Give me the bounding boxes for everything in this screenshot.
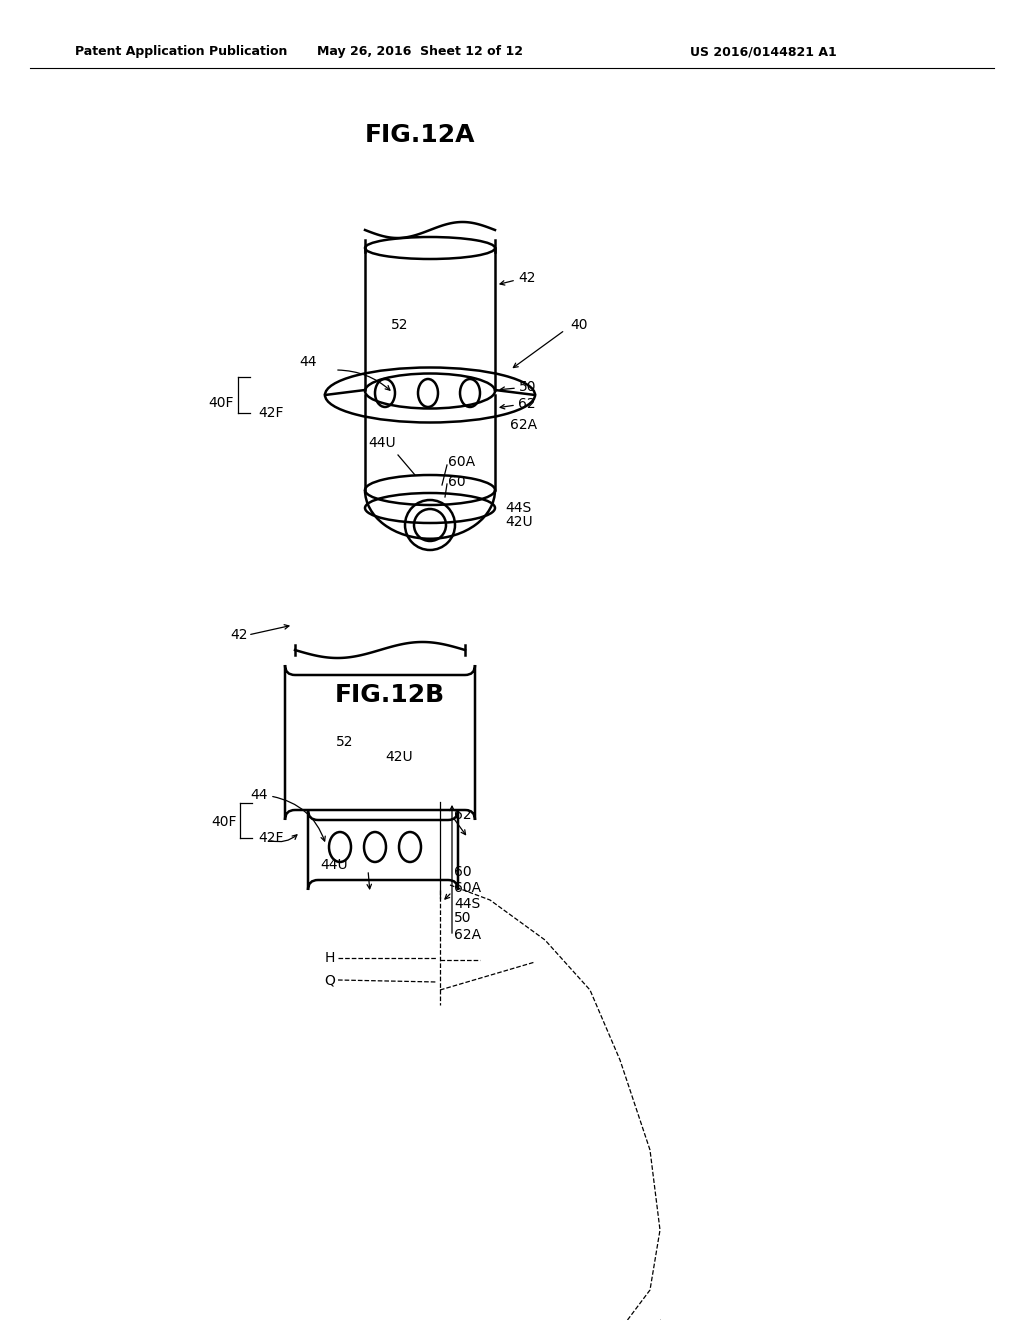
Text: 44S: 44S bbox=[454, 898, 480, 911]
Text: H: H bbox=[325, 950, 335, 965]
Text: 42: 42 bbox=[230, 628, 248, 642]
Text: May 26, 2016  Sheet 12 of 12: May 26, 2016 Sheet 12 of 12 bbox=[317, 45, 523, 58]
Text: 44U: 44U bbox=[369, 436, 396, 450]
Text: 42F: 42F bbox=[258, 832, 284, 845]
Text: Q: Q bbox=[325, 973, 335, 987]
Text: 44: 44 bbox=[299, 355, 316, 370]
Text: 44S: 44S bbox=[505, 502, 531, 515]
Text: 62A: 62A bbox=[510, 418, 538, 432]
Text: 42F: 42F bbox=[258, 407, 284, 420]
Text: 62: 62 bbox=[518, 397, 536, 411]
Text: 52: 52 bbox=[336, 735, 353, 748]
Text: FIG.12B: FIG.12B bbox=[335, 682, 445, 708]
Text: 44: 44 bbox=[251, 788, 268, 803]
Text: 42U: 42U bbox=[385, 750, 413, 764]
Text: 40F: 40F bbox=[209, 396, 234, 411]
Text: FIG.12A: FIG.12A bbox=[365, 123, 475, 147]
Text: 60A: 60A bbox=[449, 455, 475, 469]
Text: 40F: 40F bbox=[212, 814, 237, 829]
Text: 44U: 44U bbox=[321, 858, 348, 873]
Text: 50: 50 bbox=[519, 380, 537, 393]
Text: 60A: 60A bbox=[454, 880, 481, 895]
Text: 62A: 62A bbox=[454, 928, 481, 942]
Text: 62: 62 bbox=[454, 808, 472, 822]
Text: 42U: 42U bbox=[505, 515, 532, 529]
Text: US 2016/0144821 A1: US 2016/0144821 A1 bbox=[690, 45, 837, 58]
Text: 60: 60 bbox=[454, 865, 472, 879]
Text: 52: 52 bbox=[391, 318, 409, 333]
Text: 50: 50 bbox=[454, 911, 471, 925]
Text: 42: 42 bbox=[518, 271, 536, 285]
Text: Patent Application Publication: Patent Application Publication bbox=[75, 45, 288, 58]
Text: 40: 40 bbox=[570, 318, 588, 333]
Text: 60: 60 bbox=[449, 475, 466, 488]
